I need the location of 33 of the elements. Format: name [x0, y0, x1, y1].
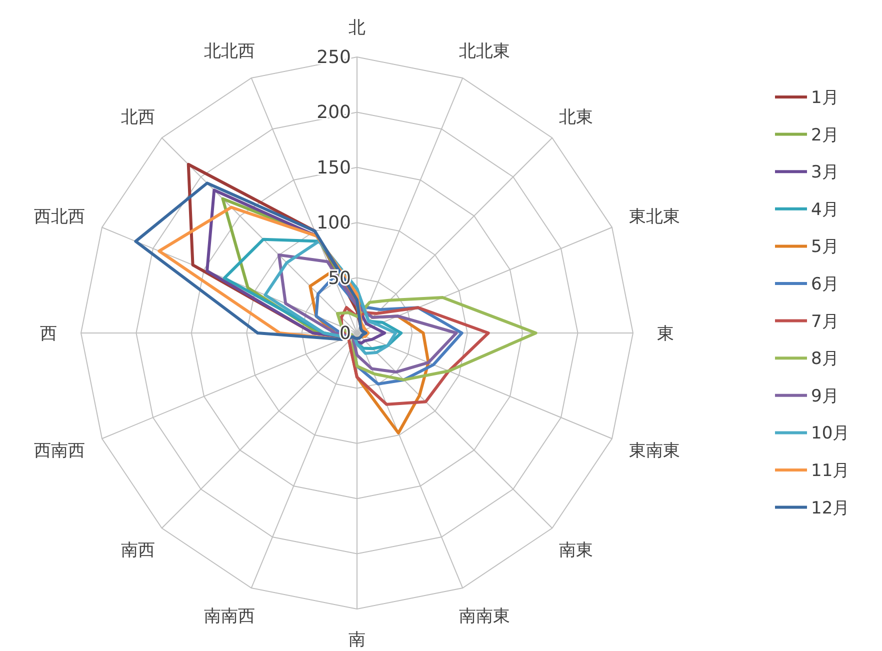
legend-label: 2月 [811, 125, 839, 146]
legend-label: 5月 [811, 237, 839, 258]
spoke-label: 東南東 [628, 441, 680, 462]
spoke-label: 北東 [559, 108, 594, 128]
spoke-label: 南南西 [204, 606, 256, 627]
spoke-label: 南 [348, 630, 366, 650]
y-tick-label: 100 [316, 212, 351, 234]
spoke-label: 北北西 [204, 41, 256, 62]
y-tick-label: 150 [316, 157, 351, 178]
legend-label: 10月 [811, 424, 850, 444]
spoke-label: 北 [348, 18, 366, 38]
spoke-label: 北北東 [458, 41, 510, 62]
legend-label: 12月 [811, 498, 850, 518]
legend-label: 7月 [811, 312, 839, 332]
spoke-label: 南南東 [458, 606, 510, 627]
legend-label: 1月 [811, 88, 839, 108]
legend-label: 4月 [811, 200, 839, 220]
spoke-label: 南西 [120, 540, 155, 560]
y-tick-label: 200 [316, 102, 351, 124]
spoke-label: 東 [657, 324, 674, 344]
y-tick-label: 0 [340, 323, 351, 344]
legend-label: 6月 [811, 274, 839, 294]
spoke-label: 南東 [559, 540, 594, 560]
spoke-label: 西南西 [34, 441, 86, 462]
legend-label: 9月 [811, 386, 839, 406]
spoke-label: 北西 [120, 108, 155, 128]
spoke-label: 西 [40, 324, 57, 344]
legend-label: 11月 [811, 461, 850, 481]
legend-label: 3月 [811, 162, 839, 183]
legend-label: 8月 [811, 349, 839, 370]
y-tick-label: 250 [316, 47, 351, 68]
spoke-label: 東北東 [628, 206, 680, 227]
spoke-label: 西北西 [34, 206, 86, 227]
